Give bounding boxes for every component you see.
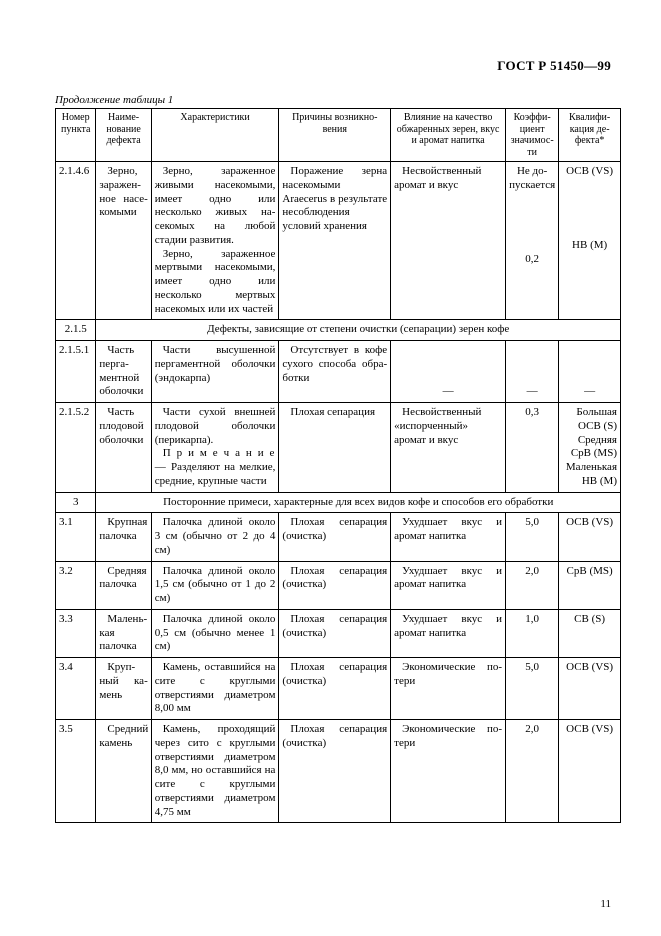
table-row: 2.1.4.6 Зерно, заражен­ное насе­комыми З… xyxy=(56,162,621,320)
cell-effect: Несвойственный «испорченный» аромат и вк… xyxy=(391,403,506,493)
cell-num: 2.1.5.1 xyxy=(56,341,96,403)
cell-cause: Плохая сепарация (очистка) xyxy=(279,513,391,561)
cell-cause: Поражение зерна на­секомыми Araecerus в … xyxy=(279,162,391,320)
cell-qual-line1: ОСВ (VS) xyxy=(562,165,617,179)
cell-coef: 5,0 xyxy=(506,658,559,720)
cell-qual: — xyxy=(559,341,621,403)
cell-num: 3.2 xyxy=(56,561,96,609)
cell-char: Зерно, зараженное живыми насекомы­ми, им… xyxy=(151,162,279,320)
cell-effect: — xyxy=(391,341,506,403)
defects-table: Номер пунк­та Наиме­нование дефекта Хара… xyxy=(55,108,621,823)
section-row: 2.1.5 Дефекты, зависящие от степени очис… xyxy=(56,320,621,341)
cell-num: 3.1 xyxy=(56,513,96,561)
cell-char: Палочка длиной около 3 см (обычно от 2 д… xyxy=(151,513,279,561)
th-cause: Причины возникно­вения xyxy=(279,109,391,162)
th-name: Наиме­нование дефекта xyxy=(96,109,151,162)
cell-coef: 0,3 xyxy=(506,403,559,493)
cell-char: Палочка длиной около 0,5 см (обычно мене… xyxy=(151,609,279,657)
cell-coef-line1: Не до­пускается xyxy=(509,165,555,193)
cell-char-p2: Зерно, зараженное мертвыми насекомы­ми, … xyxy=(155,248,276,317)
table-row: 3.3 Малень­кая палоч­ка Палочка длиной о… xyxy=(56,609,621,657)
cell-qual: ОСВ (VS) xyxy=(559,720,621,823)
cell-num: 2.1.5 xyxy=(56,320,96,341)
cell-qual: ОСВ (VS) xyxy=(559,513,621,561)
cell-qual: СрВ (MS) xyxy=(559,561,621,609)
cell-num: 3.4 xyxy=(56,658,96,720)
cell-effect: Ухудшает вкус и аромат напитка xyxy=(391,609,506,657)
cell-name: Зерно, заражен­ное насе­комыми xyxy=(96,162,151,320)
section-title: Дефекты, зависящие от степени очистки (с… xyxy=(96,320,621,341)
page: ГОСТ Р 51450—99 Продолжение таблицы 1 Но… xyxy=(0,0,661,936)
cell-cause: Плохая сепарация (очистка) xyxy=(279,720,391,823)
th-qualification: Квалифи­кация де­фекта* xyxy=(559,109,621,162)
cell-char: Части высушенной пергаментной обо­лочки … xyxy=(151,341,279,403)
cell-effect: Ухудшает вкус и аромат напитка xyxy=(391,513,506,561)
cell-effect: Экономические по­тери xyxy=(391,658,506,720)
cell-qual: СВ (S) xyxy=(559,609,621,657)
cell-char: Части сухой внеш­ней плодовой оболоч­ки … xyxy=(151,403,279,493)
cell-char-p1: Зерно, зараженное живыми насекомы­ми, им… xyxy=(155,165,276,248)
cell-qual: ОСВ (VS) xyxy=(559,658,621,720)
cell-effect: Экономические по­тери xyxy=(391,720,506,823)
cell-effect: Ухудшает вкус и аромат напитка xyxy=(391,561,506,609)
cell-effect: Несвойственный аромат и вкус xyxy=(391,162,506,320)
cell-cause: Плохая сепарация (очистка) xyxy=(279,658,391,720)
table-header-row: Номер пунк­та Наиме­нование дефекта Хара… xyxy=(56,109,621,162)
cell-name: Средняя палочка xyxy=(96,561,151,609)
cell-char: Палочка длиной около 1,5 см (обычно от 1… xyxy=(151,561,279,609)
th-number: Номер пунк­та xyxy=(56,109,96,162)
page-number: 11 xyxy=(600,898,611,910)
cell-name: Часть перга­ментной оболочки xyxy=(96,341,151,403)
cell-num: 3.5 xyxy=(56,720,96,823)
doc-id-label: ГОСТ Р 51450—99 xyxy=(497,58,611,74)
cell-name: Круп­ная палоч­ка xyxy=(96,513,151,561)
cell-coef: — xyxy=(506,341,559,403)
table-row: 3.5 Средний камень Камень, проходя­щий ч… xyxy=(56,720,621,823)
cell-name: Средний камень xyxy=(96,720,151,823)
cell-num: 2.1.5.2 xyxy=(56,403,96,493)
th-coef: Коэффи­циент значимос­ти xyxy=(506,109,559,162)
cell-cause: Плохая сепарация (очистка) xyxy=(279,609,391,657)
cell-coef: Не до­пускается 0,2 xyxy=(506,162,559,320)
section-row: 3 Посторонние примеси, характерные для в… xyxy=(56,492,621,513)
cell-name: Часть плодовой оболочки xyxy=(96,403,151,493)
cell-char: Камень, проходя­щий через сито с круглым… xyxy=(151,720,279,823)
th-effect: Влияние на качество обжаренных зерен, вк… xyxy=(391,109,506,162)
table-caption: Продолжение таблицы 1 xyxy=(55,94,621,106)
section-title: Посторонние примеси, характерные для все… xyxy=(96,492,621,513)
cell-coef-line2: 0,2 xyxy=(509,253,555,267)
cell-char-main: Части сухой внеш­ней плодовой оболоч­ки … xyxy=(155,406,276,447)
cell-num: 3 xyxy=(56,492,96,513)
cell-coef: 2,0 xyxy=(506,720,559,823)
table-row: 3.2 Средняя палочка Палочка длиной около… xyxy=(56,561,621,609)
table-row: 3.1 Круп­ная палоч­ка Палочка длиной око… xyxy=(56,513,621,561)
cell-qual: ОСВ (VS) НВ (M) xyxy=(559,162,621,320)
cell-cause: Плохая сепарация (очистка) xyxy=(279,561,391,609)
cell-num: 3.3 xyxy=(56,609,96,657)
note-text: Разделяют на мел­кие, средние, круп­ные … xyxy=(155,461,276,487)
cell-cause: Плохая сепарация xyxy=(279,403,391,493)
table-row: 2.1.5.1 Часть перга­ментной оболочки Час… xyxy=(56,341,621,403)
cell-coef: 1,0 xyxy=(506,609,559,657)
table-row: 2.1.5.2 Часть плодовой оболочки Части су… xyxy=(56,403,621,493)
cell-cause: Отсутствует в кофе сухого способа обра­б… xyxy=(279,341,391,403)
cell-name: Круп­ный ка­мень xyxy=(96,658,151,720)
cell-name: Малень­кая палоч­ка xyxy=(96,609,151,657)
table-row: 3.4 Круп­ный ка­мень Камень, оставший­ся… xyxy=(56,658,621,720)
cell-num: 2.1.4.6 xyxy=(56,162,96,320)
th-characteristic: Характеристики xyxy=(151,109,279,162)
cell-coef: 2,0 xyxy=(506,561,559,609)
cell-coef: 5,0 xyxy=(506,513,559,561)
cell-qual: Большая ОСВ (S) Средняя СрВ (MS) Малень­… xyxy=(559,403,621,493)
cell-note: П р и м е ч а н и е — Разделяют на мел­к… xyxy=(155,447,276,488)
cell-qual-line2: НВ (M) xyxy=(562,239,617,253)
cell-char: Камень, оставший­ся на сите с круглы­ми … xyxy=(151,658,279,720)
